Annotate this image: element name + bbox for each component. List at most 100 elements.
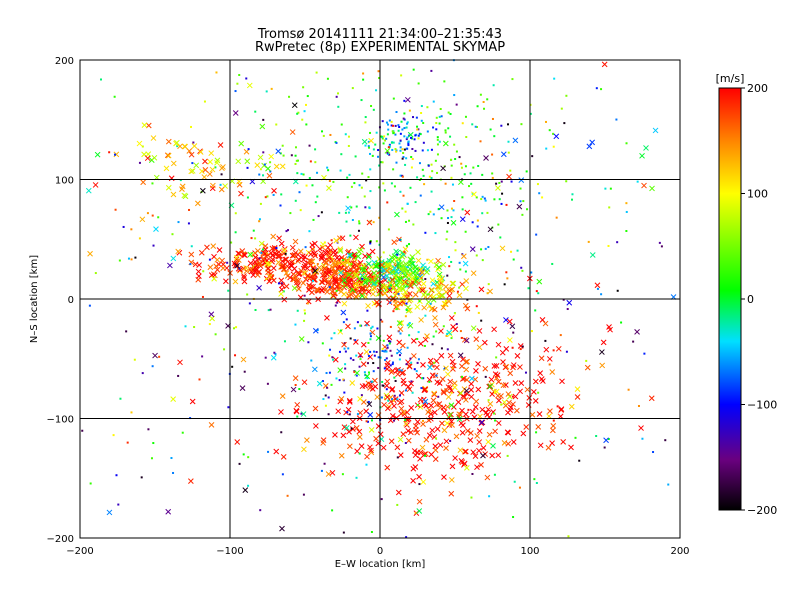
data-point bbox=[291, 265, 298, 272]
data-point bbox=[500, 202, 503, 205]
data-point bbox=[275, 123, 278, 126]
data-point bbox=[625, 202, 628, 205]
data-point bbox=[371, 154, 374, 157]
data-point bbox=[565, 180, 568, 183]
data-point bbox=[393, 376, 396, 379]
data-point bbox=[491, 153, 494, 156]
data-point bbox=[338, 350, 341, 353]
data-point bbox=[340, 153, 343, 156]
data-point bbox=[391, 363, 394, 366]
data-point bbox=[553, 133, 560, 140]
data-point bbox=[400, 409, 407, 416]
data-point bbox=[568, 444, 574, 451]
data-point bbox=[370, 291, 376, 297]
data-point bbox=[402, 289, 409, 295]
data-point bbox=[596, 287, 599, 290]
data-point bbox=[238, 140, 245, 147]
data-point bbox=[365, 288, 372, 295]
data-point bbox=[328, 179, 331, 182]
data-point bbox=[278, 277, 285, 284]
data-point bbox=[398, 125, 401, 128]
data-point bbox=[326, 254, 333, 260]
data-point bbox=[492, 428, 498, 435]
data-point bbox=[424, 278, 427, 281]
data-point bbox=[426, 258, 429, 261]
data-point bbox=[347, 135, 350, 138]
data-point bbox=[472, 166, 475, 169]
data-point bbox=[615, 118, 618, 121]
data-point bbox=[489, 128, 492, 131]
data-point bbox=[341, 300, 348, 307]
data-point bbox=[543, 346, 550, 353]
data-point bbox=[372, 383, 379, 390]
data-point bbox=[444, 182, 447, 185]
data-point bbox=[150, 135, 157, 141]
data-point bbox=[230, 241, 233, 244]
data-point bbox=[134, 256, 137, 259]
data-point bbox=[125, 330, 128, 333]
data-point bbox=[242, 487, 249, 493]
data-point bbox=[369, 332, 372, 335]
data-point bbox=[364, 116, 367, 119]
data-point bbox=[320, 241, 326, 248]
data-point bbox=[487, 246, 490, 249]
data-point bbox=[326, 386, 329, 389]
data-point bbox=[345, 220, 348, 223]
data-point bbox=[347, 443, 353, 450]
data-point bbox=[392, 300, 399, 307]
data-point bbox=[600, 293, 603, 296]
data-point bbox=[464, 376, 470, 383]
data-point bbox=[151, 154, 158, 161]
data-point bbox=[503, 382, 509, 388]
data-point bbox=[567, 535, 570, 538]
data-point bbox=[345, 205, 351, 212]
data-point bbox=[383, 135, 386, 138]
data-point bbox=[408, 219, 411, 222]
data-point bbox=[401, 207, 404, 210]
data-point bbox=[426, 376, 433, 383]
data-point bbox=[292, 272, 298, 279]
data-point bbox=[380, 135, 383, 138]
data-point bbox=[213, 263, 220, 270]
data-point bbox=[294, 323, 297, 326]
data-point bbox=[139, 216, 146, 223]
data-point bbox=[189, 263, 192, 266]
data-point bbox=[389, 277, 396, 283]
data-point bbox=[458, 286, 461, 289]
data-point bbox=[589, 139, 596, 146]
data-point bbox=[461, 208, 464, 211]
data-point bbox=[294, 154, 297, 157]
data-point bbox=[112, 434, 115, 437]
data-point bbox=[380, 274, 387, 281]
data-point bbox=[302, 493, 305, 496]
data-point bbox=[235, 158, 242, 165]
data-point bbox=[469, 375, 475, 382]
data-point bbox=[265, 165, 271, 172]
data-point bbox=[447, 378, 454, 385]
data-point bbox=[344, 350, 347, 353]
data-point bbox=[498, 181, 501, 184]
data-point bbox=[270, 233, 277, 240]
data-point bbox=[643, 352, 646, 355]
data-point bbox=[535, 424, 542, 430]
data-point bbox=[330, 260, 337, 266]
data-point bbox=[558, 406, 565, 413]
data-point bbox=[436, 264, 442, 271]
data-point bbox=[492, 84, 495, 87]
data-point bbox=[384, 268, 390, 275]
data-point bbox=[373, 263, 379, 270]
data-point bbox=[485, 438, 492, 445]
data-point bbox=[490, 443, 496, 449]
data-point bbox=[351, 87, 354, 90]
data-point bbox=[298, 336, 305, 342]
data-point bbox=[191, 143, 198, 149]
data-point bbox=[326, 166, 329, 169]
data-point bbox=[372, 108, 375, 111]
data-point bbox=[446, 221, 449, 224]
data-point bbox=[317, 215, 320, 218]
data-point bbox=[440, 389, 447, 396]
data-point bbox=[600, 339, 607, 346]
data-point bbox=[81, 429, 84, 432]
data-point bbox=[578, 459, 581, 462]
data-point bbox=[282, 290, 285, 293]
